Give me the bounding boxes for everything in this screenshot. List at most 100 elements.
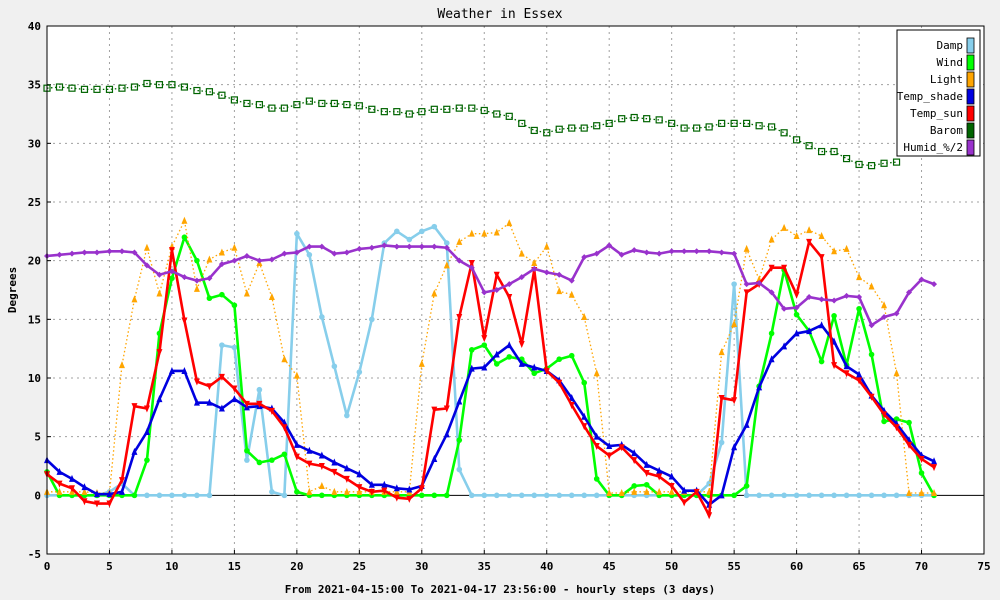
legend-swatch [966, 122, 975, 139]
data-point [493, 110, 501, 118]
data-point [418, 359, 425, 367]
data-point [668, 472, 675, 480]
data-point [169, 492, 175, 499]
data-point [68, 474, 75, 482]
data-point [506, 492, 513, 499]
data-point [193, 284, 200, 292]
data-point [218, 91, 226, 99]
data-point [169, 275, 175, 282]
data-point [806, 492, 812, 499]
data-point [756, 383, 763, 391]
data-point [131, 447, 138, 455]
data-point [406, 495, 413, 503]
data-point [706, 248, 713, 255]
data-point [143, 79, 151, 88]
y-axis-label: Degrees [6, 267, 19, 313]
data-point [280, 104, 288, 112]
data-point [443, 430, 450, 438]
data-point [856, 377, 863, 385]
data-point [256, 459, 263, 466]
data-point [756, 279, 763, 286]
data-point [768, 289, 775, 296]
data-point [481, 342, 488, 348]
data-point [518, 492, 525, 499]
data-point [481, 335, 488, 343]
legend-label: Temp_sun [910, 107, 963, 120]
data-point [118, 84, 126, 92]
data-point [881, 411, 888, 419]
data-point [243, 99, 251, 108]
data-point [168, 247, 175, 255]
data-point [281, 451, 288, 458]
data-point [631, 483, 637, 489]
data-point [468, 364, 475, 372]
data-point [231, 395, 238, 403]
data-point [193, 398, 200, 406]
data-point [206, 255, 213, 263]
data-point [543, 492, 550, 499]
data-point [268, 104, 276, 112]
data-point [431, 492, 438, 499]
data-point [843, 370, 850, 378]
data-point [331, 458, 338, 466]
data-point [606, 488, 613, 496]
series-line [46, 240, 935, 517]
data-point [581, 492, 588, 499]
series-humid-2 [44, 242, 938, 329]
y-tick-label: 30 [28, 137, 41, 150]
data-point [906, 419, 912, 426]
data-point [468, 492, 475, 499]
data-point [831, 362, 838, 370]
data-point [743, 289, 750, 297]
data-point [856, 370, 863, 378]
data-point [668, 482, 675, 490]
data-point [843, 244, 850, 252]
legend-label: Damp [937, 39, 964, 52]
legend-label: Temp_shade [897, 90, 963, 103]
data-point [143, 243, 150, 251]
data-point [918, 455, 925, 463]
data-point [93, 85, 101, 93]
data-point [743, 281, 750, 288]
data-point [718, 491, 725, 499]
data-point [681, 248, 688, 255]
data-point [281, 250, 288, 257]
data-point [792, 136, 801, 144]
data-point [918, 488, 925, 496]
data-point [593, 492, 600, 499]
data-point [455, 104, 463, 112]
data-point [481, 289, 488, 296]
data-point [206, 295, 213, 302]
data-point [481, 229, 488, 237]
data-point [906, 488, 913, 496]
data-point [730, 119, 738, 127]
data-point [618, 444, 625, 452]
plot-area [47, 26, 984, 554]
data-point [593, 432, 600, 440]
data-point [605, 119, 613, 127]
data-point [468, 104, 476, 112]
data-point [443, 405, 450, 413]
data-point [205, 88, 214, 96]
data-point [506, 219, 513, 227]
data-point [581, 423, 588, 431]
data-point [855, 160, 863, 169]
data-point [168, 268, 175, 275]
data-point [281, 424, 288, 432]
data-point [731, 250, 738, 257]
data-point [931, 281, 938, 288]
data-point [55, 83, 64, 91]
x-tick-label: 55 [728, 560, 741, 573]
data-point [194, 492, 200, 499]
data-point [106, 490, 113, 498]
data-point [131, 403, 138, 411]
plot-frame [46, 25, 985, 555]
x-tick-label: 60 [790, 560, 803, 573]
data-point [80, 85, 89, 93]
data-point [806, 226, 813, 234]
data-point [831, 297, 838, 304]
data-point [931, 464, 938, 472]
data-point [443, 492, 450, 499]
data-point [656, 473, 663, 481]
